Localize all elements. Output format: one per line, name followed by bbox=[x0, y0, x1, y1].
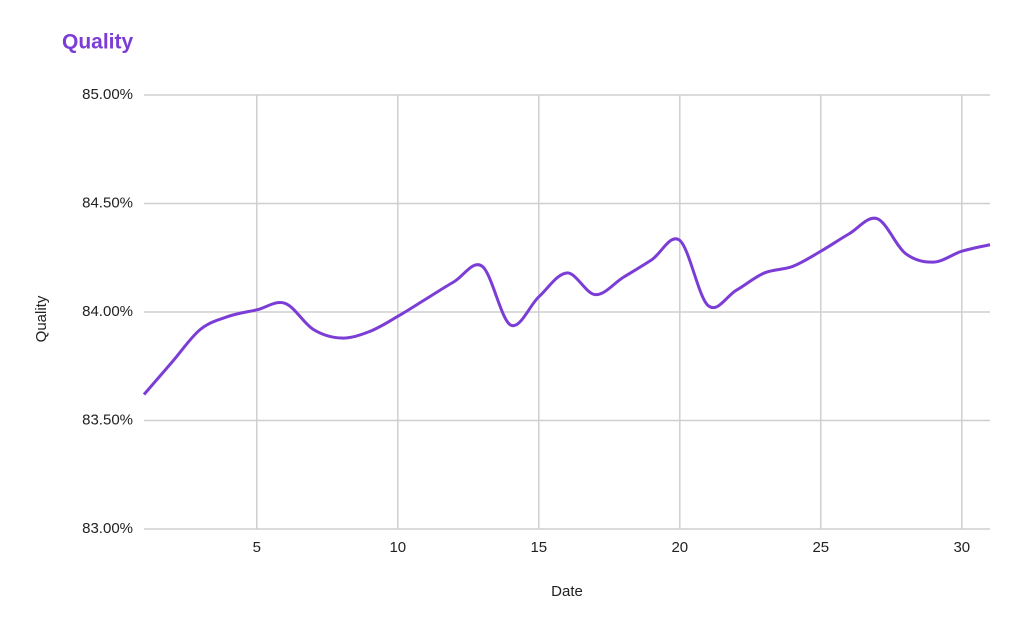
x-tick-label: 30 bbox=[953, 539, 970, 556]
y-tick-label: 84.50% bbox=[82, 194, 133, 211]
x-tick-label: 5 bbox=[253, 539, 261, 556]
y-tick-label: 83.50% bbox=[82, 411, 133, 428]
x-axis-label: Date bbox=[551, 583, 583, 600]
y-tick-label: 85.00% bbox=[82, 86, 133, 103]
x-tick-label: 15 bbox=[530, 539, 547, 556]
x-tick-label: 20 bbox=[671, 539, 688, 556]
y-axis-label: Quality bbox=[33, 295, 50, 342]
x-tick-label: 10 bbox=[389, 539, 406, 556]
chart-title: Quality bbox=[62, 31, 134, 54]
y-tick-label: 83.00% bbox=[82, 520, 133, 537]
y-tick-label: 84.00% bbox=[82, 303, 133, 320]
data-line bbox=[142, 216, 991, 396]
x-tick-label: 25 bbox=[812, 539, 829, 556]
